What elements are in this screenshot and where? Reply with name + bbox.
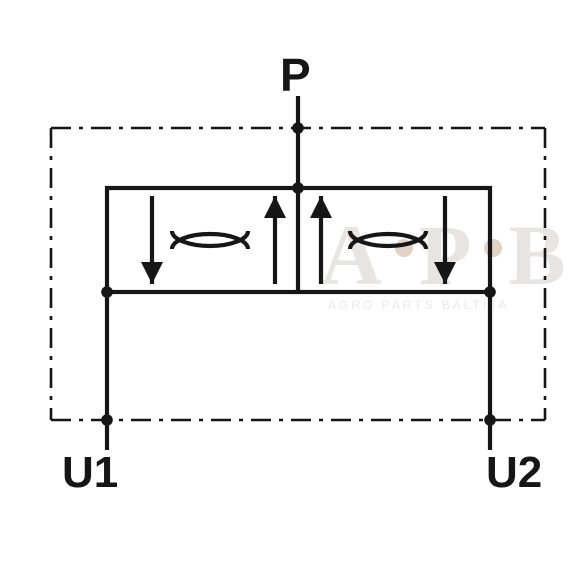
port-label-u1: U1 xyxy=(62,448,118,498)
port-label-p: P xyxy=(280,48,311,102)
port-label-u2: U2 xyxy=(486,448,542,498)
flow-lines xyxy=(107,96,490,450)
